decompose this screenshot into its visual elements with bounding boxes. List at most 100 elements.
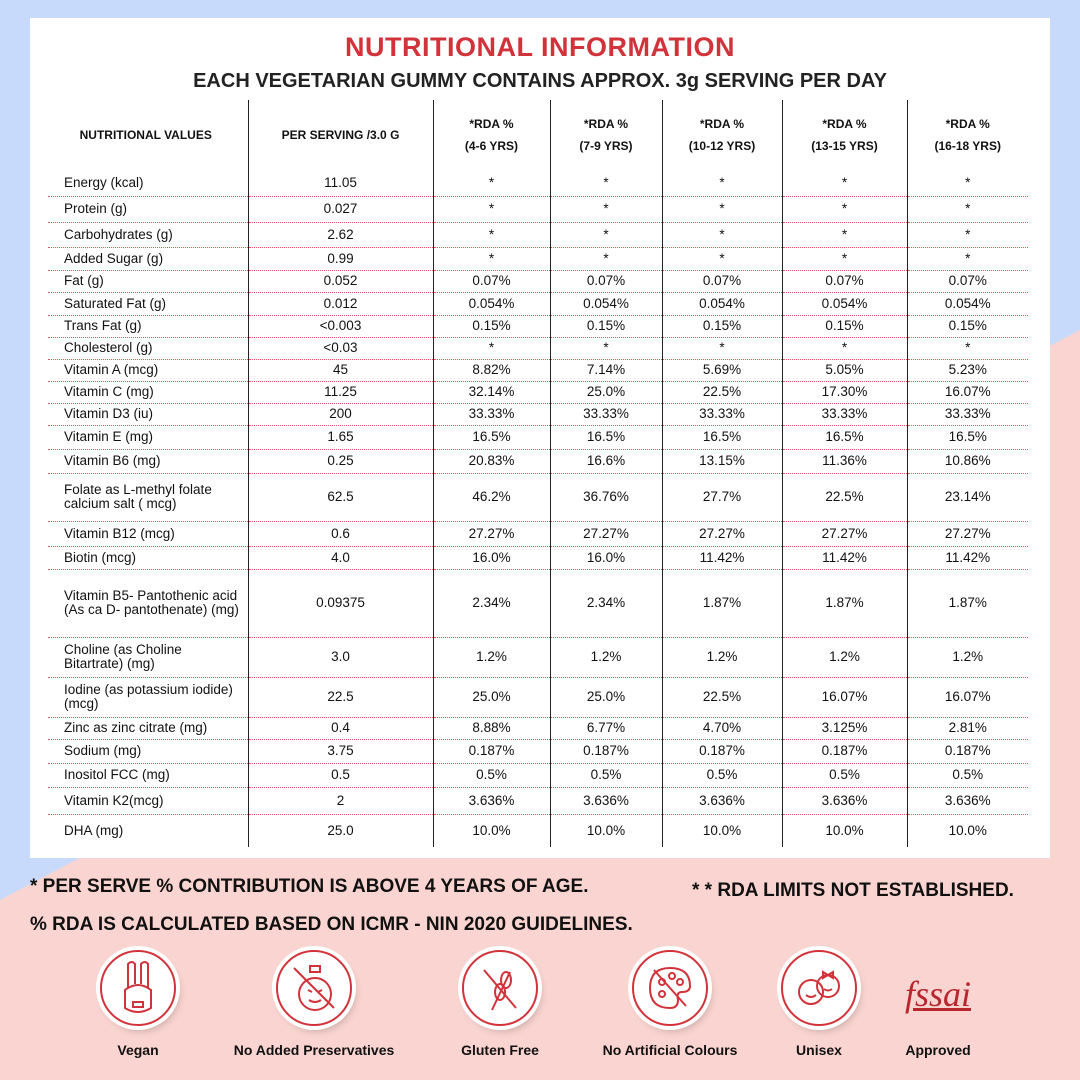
nutrient-name: Vitamin D3 (iu)	[48, 403, 248, 426]
per-serving-value: 0.25	[247, 449, 433, 474]
rda-value: 32.14%	[432, 381, 550, 404]
badge-no-artificial-colours: No Artificial Colours	[580, 950, 760, 1058]
rda-value: 16.07%	[906, 677, 1028, 718]
header-line: (16-18 YRS)	[934, 139, 1001, 153]
per-serving-value: 3.75	[247, 739, 433, 764]
rda-value: 10.0%	[549, 814, 662, 847]
column-header: *RDA % (4-6 YRS)	[432, 100, 550, 170]
rda-value: 0.187%	[661, 739, 782, 764]
per-serving-value: 0.012	[247, 292, 433, 316]
rda-value: *	[549, 337, 662, 360]
rda-value: 0.187%	[781, 739, 907, 764]
table-row: Vitamin E (mg) 1.65 16.5% 16.5% 16.5% 16.5% 16…	[48, 425, 1028, 450]
no-preservatives-icon	[276, 950, 352, 1026]
rda-value: 3.636%	[661, 787, 782, 815]
rda-value: 1.87%	[906, 569, 1028, 638]
badge-unisex: Unisex	[729, 950, 909, 1058]
per-serving-value: 2	[247, 787, 433, 815]
rda-value: 10.86%	[906, 449, 1028, 474]
rda-value: *	[781, 247, 907, 271]
rda-value: 1.2%	[432, 637, 550, 678]
table-row: Energy (kcal) 11.05 * * * * *	[48, 170, 1028, 197]
rda-value: 27.27%	[432, 521, 550, 547]
rda-value: 8.82%	[432, 359, 550, 382]
table-row: Folate as L-methyl folate calcium salt (…	[48, 473, 1028, 522]
table-row: Vitamin C (mg) 11.25 32.14% 25.0% 22.5% 17.30…	[48, 381, 1028, 404]
per-serving-value: 11.05	[247, 170, 433, 197]
nutrition-table: NUTRITIONAL VALUES PER SERVING /3.0 G *RDA…	[48, 100, 1028, 847]
nutrient-name: Saturated Fat (g)	[48, 292, 248, 316]
rda-value: *	[661, 222, 782, 248]
rda-value: 0.5%	[549, 763, 662, 788]
badge-gluten-free: Gluten Free	[410, 950, 590, 1058]
table-row: Zinc as zinc citrate (mg) 0.4 8.88% 6.77% 4.…	[48, 717, 1028, 740]
header-line: *RDA %	[469, 117, 514, 131]
nutrient-name: Zinc as zinc citrate (mg)	[48, 717, 248, 740]
nutrient-name: Iodine (as potassium iodide)(mcg)	[48, 677, 248, 718]
rda-value: *	[549, 196, 662, 223]
rda-value: 16.5%	[661, 425, 782, 450]
table-row: Trans Fat (g) <0.003 0.15% 0.15% 0.15% 0.15% 0…	[48, 315, 1028, 338]
per-serving-value: 0.99	[247, 247, 433, 271]
per-serving-value: 0.027	[247, 196, 433, 223]
rda-value: 10.0%	[906, 814, 1028, 847]
header-line: *RDA %	[945, 117, 990, 131]
rda-value: 2.81%	[906, 717, 1028, 740]
per-serving-value: <0.003	[247, 315, 433, 338]
rda-value: *	[781, 196, 907, 223]
rda-value: 0.5%	[781, 763, 907, 788]
rda-value: 11.42%	[661, 546, 782, 570]
rda-value: 0.054%	[781, 292, 907, 316]
rda-value: 1.2%	[661, 637, 782, 678]
badge-label: Unisex	[796, 1042, 842, 1058]
nutrient-name: Fat (g)	[48, 270, 248, 293]
table-row: Vitamin K2(mcg) 2 3.636% 3.636% 3.636% 3.636%…	[48, 787, 1028, 815]
rda-value: *	[432, 247, 550, 271]
table-row: Choline (as Choline Bitartrate) (mg) 3.0 1…	[48, 637, 1028, 678]
rda-value: 5.23%	[906, 359, 1028, 382]
rda-value: 17.30%	[781, 381, 907, 404]
rda-value: *	[549, 222, 662, 248]
per-serving-value: 25.0	[247, 814, 433, 847]
rda-value: 0.15%	[549, 315, 662, 338]
rda-value: 16.07%	[906, 381, 1028, 404]
table-row: Vitamin B6 (mg) 0.25 20.83% 16.6% 13.15% 11.3…	[48, 449, 1028, 474]
per-serving-value: 62.5	[247, 473, 433, 522]
header-line: (13-15 YRS)	[811, 139, 878, 153]
rda-value: 0.187%	[432, 739, 550, 764]
per-serving-value: 0.4	[247, 717, 433, 740]
rda-value: 33.33%	[781, 403, 907, 426]
rda-value: 27.27%	[781, 521, 907, 547]
rda-value: *	[549, 247, 662, 271]
rda-value: 0.5%	[661, 763, 782, 788]
nutrient-name: Choline (as Choline Bitartrate) (mg)	[48, 637, 248, 678]
table-row: DHA (mg) 25.0 10.0% 10.0% 10.0% 10.0% 10.0%	[48, 814, 1028, 847]
rda-value: 0.07%	[906, 270, 1028, 293]
rda-value: 33.33%	[661, 403, 782, 426]
table-header: NUTRITIONAL VALUES PER SERVING /3.0 G *RDA…	[48, 100, 1028, 170]
rda-value: *	[432, 222, 550, 248]
rda-value: 27.27%	[661, 521, 782, 547]
rda-value: *	[661, 170, 782, 197]
rda-value: 1.2%	[549, 637, 662, 678]
nutrient-name: Trans Fat (g)	[48, 315, 248, 338]
rda-value: 13.15%	[661, 449, 782, 474]
rda-value: 4.70%	[661, 717, 782, 740]
rda-value: 0.15%	[781, 315, 907, 338]
badge-label: No Added Preservatives	[233, 1042, 395, 1058]
rda-value: 16.0%	[432, 546, 550, 570]
rda-value: *	[906, 196, 1028, 223]
rda-value: 0.07%	[549, 270, 662, 293]
rda-value: 0.15%	[432, 315, 550, 338]
footnote-per-serve: * PER SERVE % CONTRIBUTION IS ABOVE 4 YE…	[30, 876, 589, 897]
per-serving-value: 0.6	[247, 521, 433, 547]
header-line: *RDA %	[699, 117, 745, 131]
rda-value: *	[432, 170, 550, 197]
nutrient-name: Vitamin A (mcg)	[48, 359, 248, 382]
rda-value: 0.5%	[906, 763, 1028, 788]
rda-value: 23.14%	[906, 473, 1028, 522]
rda-value: 0.07%	[781, 270, 907, 293]
nutrient-name: Added Sugar (g)	[48, 247, 248, 271]
footnote-rda-limits: * * RDA LIMITS NOT ESTABLISHED.	[692, 880, 1014, 901]
rda-value: 0.187%	[906, 739, 1028, 764]
